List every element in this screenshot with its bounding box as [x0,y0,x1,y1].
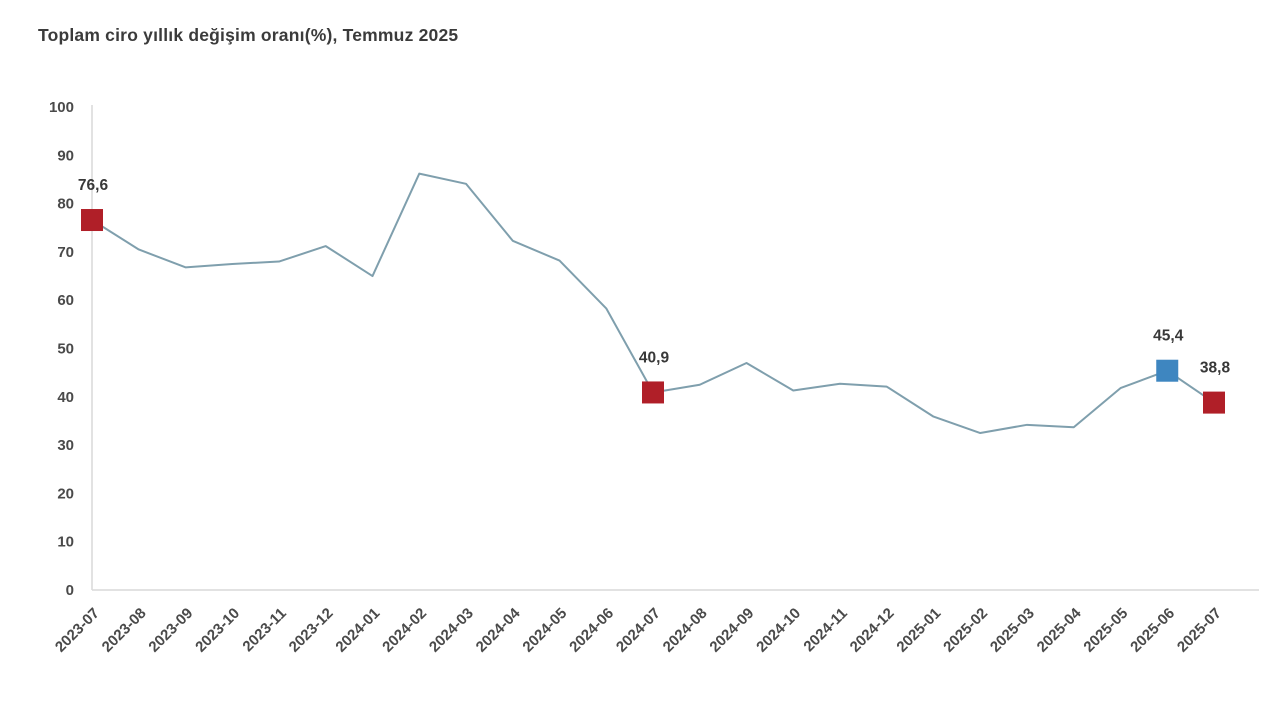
data-point-value-label: 45,4 [1153,328,1184,345]
x-tick-label: 2025-01 [893,605,944,656]
x-tick-label: 2023-07 [52,605,103,656]
x-tick-label: 2024-01 [332,605,383,656]
x-tick-label: 2025-06 [1127,605,1178,656]
x-tick-label: 2023-11 [239,605,289,655]
x-tick-label: 2024-10 [753,605,804,656]
data-point-value-label: 40,9 [639,349,670,366]
y-tick-label: 20 [57,485,74,502]
x-tick-label: 2024-08 [660,605,711,656]
x-tick-label: 2023-09 [145,605,196,656]
x-tick-label: 2024-02 [379,605,430,656]
y-tick-label: 60 [57,292,74,309]
x-tick-label: 2025-04 [1034,604,1085,655]
x-tick-label: 2024-03 [426,605,477,656]
x-tick-label: 2023-10 [192,605,243,656]
y-tick-label: 40 [57,389,74,406]
x-tick-label: 2024-09 [706,605,757,656]
x-tick-label: 2025-07 [1174,605,1225,656]
y-tick-label: 10 [57,534,74,551]
y-tick-label: 90 [57,147,74,164]
x-tick-label: 2025-05 [1080,605,1131,656]
y-tick-label: 100 [49,99,74,116]
x-tick-label: 2025-03 [987,605,1038,656]
x-tick-label: 2024-06 [566,605,617,656]
x-tick-label: 2024-07 [613,605,664,656]
x-tick-label: 2023-12 [286,605,337,656]
x-tick-label: 2024-05 [519,605,570,656]
y-tick-label: 50 [57,341,74,358]
x-tick-label: 2023-08 [99,605,150,656]
data-point-marker [1156,359,1179,382]
y-tick-label: 70 [57,244,74,261]
data-point-marker [642,381,664,404]
data-point-value-label: 76,6 [78,177,109,194]
x-tick-label: 2025-02 [940,605,991,656]
y-tick-label: 80 [57,196,74,213]
data-point-marker [1203,391,1225,414]
x-tick-label: 2024-12 [847,605,898,656]
y-tick-label: 30 [57,437,74,454]
y-tick-label: 0 [66,582,74,599]
data-point-value-label: 38,8 [1200,360,1231,377]
chart-title: Toplam ciro yıllık değişim oranı(%), Tem… [38,25,459,45]
data-point-marker [81,209,103,232]
x-tick-label: 2024-04 [473,604,524,655]
x-tick-label: 2024-11 [800,605,850,655]
